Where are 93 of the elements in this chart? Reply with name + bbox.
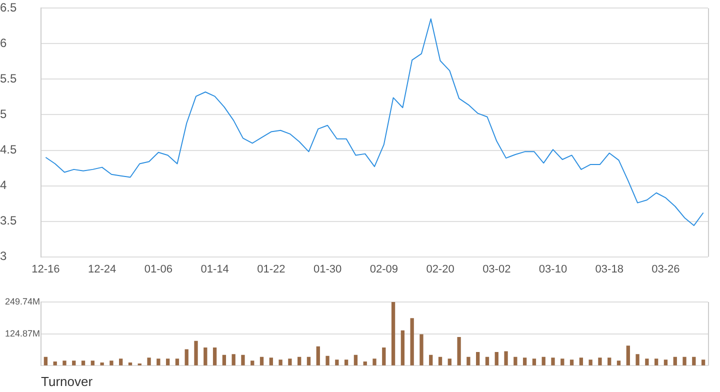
- bar: [326, 356, 330, 366]
- bar: [645, 358, 649, 366]
- bar: [654, 358, 658, 366]
- y-tick-label: 5.5: [0, 72, 18, 86]
- x-tick-label: 01-06: [144, 263, 172, 276]
- bar: [128, 362, 132, 366]
- bar: [119, 358, 123, 366]
- bar: [532, 358, 536, 366]
- bar: [90, 360, 94, 366]
- y-tick-label: 4: [0, 178, 7, 192]
- bar: [420, 334, 424, 366]
- bar: [110, 360, 114, 366]
- bar: [391, 302, 396, 366]
- bar: [269, 358, 273, 366]
- bar: [579, 358, 584, 366]
- bar: [476, 352, 480, 366]
- bar: [382, 347, 386, 366]
- bar: [504, 351, 508, 366]
- x-tick-label: 02-09: [370, 263, 398, 276]
- bar: [212, 347, 217, 366]
- bar: [372, 358, 376, 366]
- bar: [222, 354, 226, 366]
- x-tick-label: 03-02: [482, 263, 511, 276]
- bar: [363, 361, 367, 366]
- bar: [438, 356, 442, 366]
- y-tick-label: 249.74M: [4, 296, 40, 306]
- bar: [288, 358, 292, 366]
- bar: [306, 356, 311, 366]
- bar: [241, 354, 245, 366]
- bar: [636, 354, 640, 366]
- bar: [682, 356, 686, 366]
- bar: [100, 362, 104, 366]
- bar: [44, 356, 48, 366]
- bar: [354, 354, 358, 366]
- bar: [316, 346, 320, 366]
- y-tick-label: 5: [0, 107, 7, 122]
- bar: [147, 358, 151, 366]
- bar: [598, 358, 602, 366]
- x-tick-label: 03-18: [595, 263, 624, 276]
- bar: [551, 358, 555, 366]
- bar: [232, 354, 236, 366]
- bar: [626, 346, 630, 366]
- x-tick-label: 01-22: [257, 263, 286, 276]
- y-tick-label: 4.5: [0, 142, 18, 157]
- bar: [410, 318, 414, 366]
- bar: [588, 360, 592, 366]
- x-tick-label: 03-26: [652, 263, 680, 276]
- bar: [81, 360, 86, 366]
- bar: [204, 347, 208, 366]
- bar: [400, 330, 405, 366]
- bar: [448, 358, 452, 366]
- bar: [608, 358, 612, 366]
- bar: [542, 356, 546, 366]
- bar: [166, 358, 170, 366]
- bar: [250, 360, 254, 366]
- bar: [344, 360, 348, 366]
- bar: [175, 358, 180, 366]
- bar: [335, 360, 339, 366]
- bar: [156, 358, 160, 366]
- bar: [560, 358, 564, 366]
- bar: [72, 360, 76, 366]
- bar: [298, 356, 302, 366]
- y-tick-label: 6.5: [0, 0, 18, 15]
- bar: [616, 360, 621, 366]
- bar: [62, 360, 66, 366]
- bar: [466, 356, 470, 366]
- bar: [664, 360, 668, 366]
- bar: [570, 360, 574, 366]
- bar: [278, 360, 282, 366]
- x-tick-label: 01-14: [200, 263, 229, 276]
- bar: [701, 360, 706, 366]
- x-tick-label: 12-24: [88, 263, 116, 276]
- bar: [429, 354, 433, 366]
- bar: [494, 352, 498, 366]
- bar: [260, 356, 264, 366]
- x-tick-label: 01-30: [313, 263, 342, 276]
- bar: [692, 356, 696, 366]
- bar: [485, 356, 490, 366]
- x-tick-label: 12-16: [32, 263, 60, 276]
- x-tick-label: 02-20: [426, 263, 454, 276]
- y-tick-label: 3.5: [0, 214, 18, 228]
- y-tick-label: 3: [0, 249, 7, 264]
- bar: [514, 356, 518, 366]
- y-tick-label: 6: [0, 36, 7, 50]
- text: Turnover: [41, 374, 93, 390]
- x-tick-label: 03-10: [538, 263, 568, 276]
- bar: [184, 349, 188, 366]
- bar: [194, 340, 198, 366]
- bar: [457, 337, 461, 366]
- bar: [53, 361, 57, 366]
- bar: [522, 358, 527, 366]
- bar: [673, 356, 677, 366]
- y-tick-label: 124.87M: [4, 328, 40, 338]
